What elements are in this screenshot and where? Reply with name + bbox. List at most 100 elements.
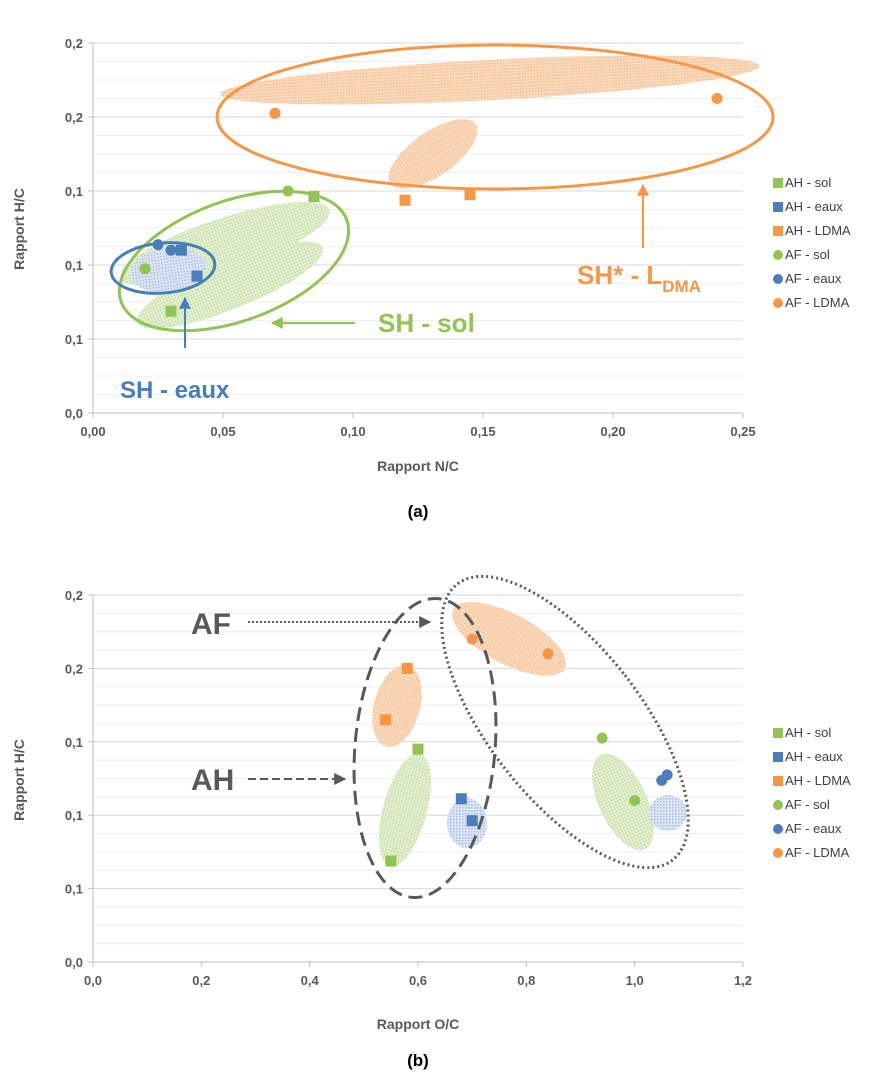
legend-label: AF - sol [785, 247, 830, 262]
y-tick-label: 0,2 [65, 110, 83, 125]
y-tick-label: 0,2 [65, 36, 83, 51]
zone-af-sol-b [592, 753, 654, 851]
data-point-square [401, 662, 413, 674]
annotations-b: AF AH [191, 608, 432, 797]
cluster-outlines-a [109, 43, 775, 333]
x-axis-title-b: Rapport O/C [377, 1016, 459, 1032]
data-point-square [412, 743, 424, 755]
y-tick-label: 0,1 [65, 808, 83, 823]
outline-sh-ldma [215, 43, 775, 191]
data-point-circle [269, 107, 281, 119]
label-sh-ldma-main: SH* - L [577, 260, 662, 290]
legend-swatch-circle [773, 250, 783, 260]
legend-swatch-square [773, 226, 783, 236]
x-tick-label: 0,25 [730, 424, 755, 439]
x-tick-label: 0,6 [409, 973, 427, 988]
legend-swatch-circle [773, 298, 783, 308]
data-point-square [165, 305, 177, 317]
data-point-circle [139, 263, 151, 275]
y-tick-label: 0,1 [65, 332, 83, 347]
y-tick-label: 0,1 [65, 184, 83, 199]
y-axis-title-b: Rapport H/C [11, 739, 27, 821]
outline-sh-sol [117, 189, 351, 333]
data-point-square [466, 815, 478, 827]
legend-label: AH - eaux [785, 749, 843, 764]
y-tick-label: 0,1 [65, 735, 83, 750]
y-tick-label: 0,1 [65, 258, 83, 273]
cluster-outlines-b [352, 574, 690, 900]
legend-swatch-circle [773, 800, 783, 810]
data-point-circle [629, 795, 641, 807]
legend-swatch-square [773, 752, 783, 762]
x-tick-label: 0,8 [517, 973, 535, 988]
y-axis-title-a: Rapport H/C [11, 188, 27, 270]
legend-swatch-circle [773, 274, 783, 284]
legend-label: AH - LDMA [785, 773, 851, 788]
legend-a: AH - sol AH - eaux AH - LDMA AF - sol AF - e… [773, 175, 851, 310]
legend-swatch-circle [773, 824, 783, 834]
legend-swatch-square [773, 178, 783, 188]
data-point-square [191, 270, 203, 282]
data-point-square [455, 793, 467, 805]
data-point-circle [282, 185, 294, 197]
data-point-square [399, 194, 411, 206]
zone-eaux [130, 247, 206, 293]
chart-b: 0,0 0,2 0,4 0,6 0,8 1,0 1,20,00,10,10,10,20,2 … [11, 574, 851, 1070]
y-tick-label: 0,1 [65, 882, 83, 897]
x-tick-label: 1,0 [626, 973, 644, 988]
x-tick-label: 0,20 [600, 424, 625, 439]
caption-a: (a) [408, 502, 429, 521]
x-tick-label: 0,05 [210, 424, 235, 439]
data-point-square [464, 189, 476, 201]
marks-b [380, 633, 673, 867]
data-point-square [175, 244, 187, 256]
x-tick-label: 0,0 [84, 973, 102, 988]
label-af: AF [191, 608, 231, 641]
y-tick-label: 0,2 [65, 661, 83, 676]
data-point-circle [542, 648, 554, 660]
zone-af-eaux-b [649, 795, 687, 831]
zone-ah-ldma-b [372, 664, 422, 748]
annotations-a: SH - eaux SH - sol SH* - LDMA [120, 183, 701, 404]
legend-label: AH - sol [785, 725, 831, 740]
data-point-circle [152, 239, 164, 251]
legend-swatch-circle [773, 848, 783, 858]
caption-b: (b) [407, 1051, 429, 1070]
legend-swatch-square [773, 776, 783, 786]
data-point-square [380, 714, 391, 726]
legend-label: AF - eaux [785, 271, 842, 286]
label-sh-ldma: SH* - LDMA [577, 260, 701, 296]
label-sh-sol: SH - sol [378, 308, 475, 338]
chart-a: 0,00 0,05 0,10 0,15 0,20 0,25 0,0 0,1 0,1 0,1 0,2 0… [11, 36, 851, 521]
data-point-circle [165, 244, 177, 256]
legend-swatch-square [773, 202, 783, 212]
x-tick-label: 0,2 [192, 973, 210, 988]
y-tick-label: 0,0 [65, 955, 83, 970]
data-point-square [385, 855, 397, 867]
zone-af-ldma-b [452, 602, 566, 676]
legend-b: AH - sol AH - eaux AH - LDMA AF - sol AF - e… [773, 725, 851, 860]
zone-ah-sol-b [378, 753, 432, 867]
x-axis-title-a: Rapport N/C [377, 458, 459, 474]
data-point-circle [596, 732, 608, 744]
legend-label: AH - sol [785, 175, 831, 190]
x-tick-label: 0,15 [470, 424, 495, 439]
legend-label: AH - eaux [785, 199, 843, 214]
y-tick-label: 0,0 [65, 406, 83, 421]
cluster-zones-b [372, 602, 687, 867]
label-sh-ldma-sub: DMA [662, 277, 701, 296]
cluster-zones-a [120, 55, 760, 329]
legend-label: AF - LDMA [785, 295, 850, 310]
outline-af [440, 574, 690, 870]
label-sh-eaux: SH - eaux [120, 377, 230, 404]
outline-ah [352, 596, 498, 900]
data-point-circle [661, 769, 673, 781]
data-point-circle [711, 93, 723, 104]
data-point-square [308, 191, 320, 203]
marks-a [139, 93, 723, 317]
axes-b: 0,0 0,2 0,4 0,6 0,8 1,0 1,2 0,0 0,1 0,1 0,1 0,2 0,2 [65, 588, 752, 988]
x-tick-label: 0,00 [80, 424, 105, 439]
legend-label: AF - eaux [785, 821, 842, 836]
data-point-circle [466, 633, 478, 645]
